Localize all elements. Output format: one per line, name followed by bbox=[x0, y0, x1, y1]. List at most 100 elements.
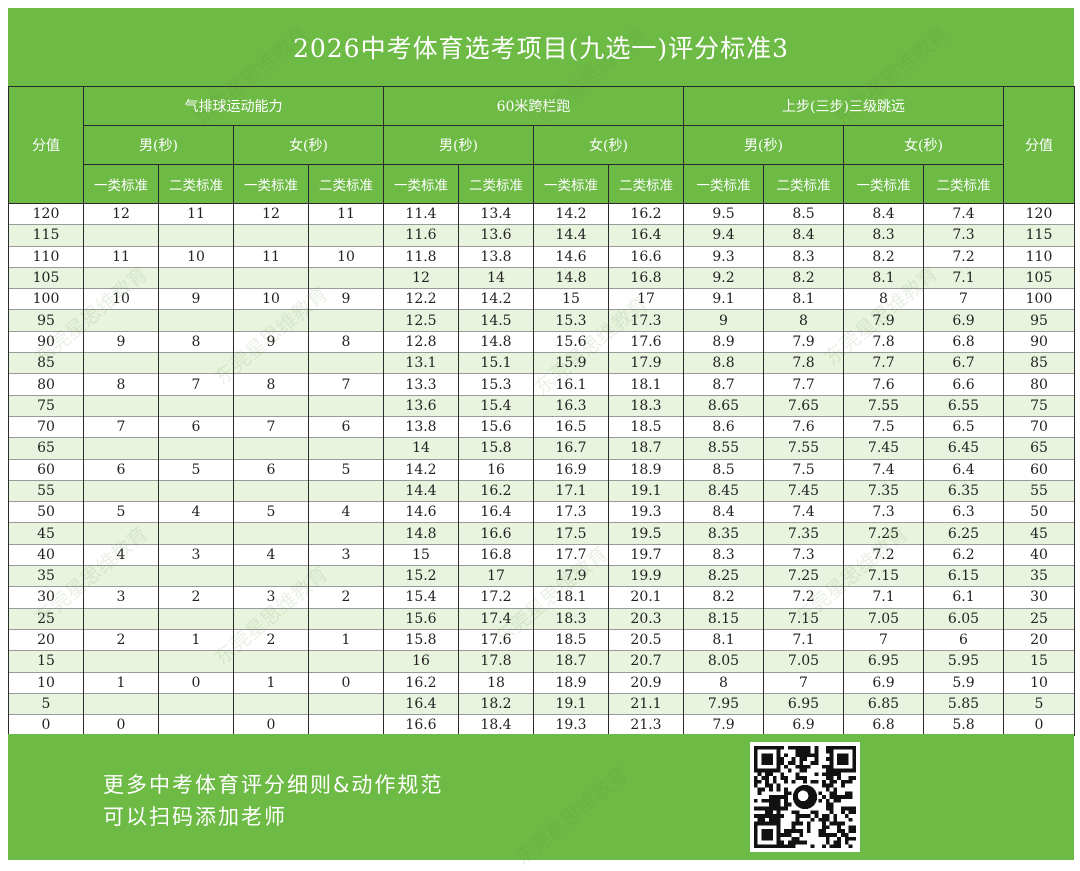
value-cell bbox=[233, 522, 309, 545]
value-cell: 7 bbox=[158, 373, 234, 396]
value-cell: 14.8 bbox=[533, 266, 609, 289]
value-cell: 14.4 bbox=[533, 224, 609, 247]
value-cell: 6.6 bbox=[923, 373, 1005, 396]
value-cell: 5 bbox=[308, 458, 384, 481]
qr-code[interactable] bbox=[750, 742, 860, 852]
value-cell: 19.1 bbox=[533, 692, 609, 715]
value-cell: 8.05 bbox=[683, 650, 765, 673]
value-cell bbox=[83, 479, 159, 502]
value-cell bbox=[233, 394, 309, 417]
score-cell: 30 bbox=[8, 586, 84, 609]
value-cell bbox=[308, 394, 384, 417]
value-cell: 14.2 bbox=[458, 288, 534, 310]
value-cell: 7.15 bbox=[763, 607, 845, 630]
value-cell: 14.6 bbox=[533, 245, 609, 268]
value-cell: 6.8 bbox=[923, 330, 1005, 353]
value-cell: 14.8 bbox=[458, 330, 534, 353]
value-cell: 7.35 bbox=[843, 479, 925, 502]
value-cell: 5.9 bbox=[923, 671, 1005, 694]
value-cell: 6 bbox=[83, 458, 159, 481]
table-row: 90 9 8 9 8 12.8 14.8 15.6 17.6 8.9 7.9 7.8 6.8 90 bbox=[8, 330, 1076, 353]
value-cell: 8.1 bbox=[683, 628, 765, 651]
table-row: 95 12.5 14.5 15.3 17.3 9 8 7.9 6.9 95 bbox=[8, 309, 1076, 332]
table-row: 35 15.2 17 17.9 19.9 8.25 7.25 7.15 6.15 35 bbox=[8, 565, 1076, 587]
value-cell bbox=[308, 437, 384, 460]
score-cell: 70 bbox=[1003, 415, 1076, 438]
standard-header: 一类标准 bbox=[383, 164, 459, 204]
value-cell: 13.4 bbox=[458, 202, 534, 225]
value-cell: 6.3 bbox=[923, 501, 1005, 523]
value-cell: 18.4 bbox=[458, 714, 534, 737]
value-cell: 7.9 bbox=[683, 714, 765, 737]
value-cell: 20.9 bbox=[607, 671, 685, 694]
value-cell: 10 bbox=[83, 288, 159, 310]
value-cell: 11.8 bbox=[383, 245, 459, 268]
value-cell: 4 bbox=[83, 543, 159, 566]
value-cell: 7.35 bbox=[763, 522, 845, 545]
value-cell: 6 bbox=[923, 628, 1005, 651]
value-cell: 13.1 bbox=[383, 352, 459, 374]
value-cell: 16.6 bbox=[458, 522, 534, 545]
score-cell: 60 bbox=[1003, 458, 1076, 481]
value-cell: 9.2 bbox=[683, 266, 765, 289]
value-cell: 8 bbox=[308, 330, 384, 353]
value-cell: 17.9 bbox=[533, 565, 609, 587]
value-cell: 14 bbox=[458, 266, 534, 289]
value-cell: 19.1 bbox=[607, 479, 685, 502]
value-cell: 16.6 bbox=[607, 245, 685, 268]
value-cell: 7.05 bbox=[843, 607, 925, 630]
value-cell: 6.05 bbox=[923, 607, 1005, 630]
value-cell: 16.6 bbox=[383, 714, 459, 737]
value-cell: 7.1 bbox=[763, 628, 845, 651]
value-cell: 8.5 bbox=[683, 458, 765, 481]
value-cell bbox=[158, 437, 234, 460]
value-cell: 7.6 bbox=[763, 415, 845, 438]
value-cell: 18.2 bbox=[458, 692, 534, 715]
value-cell bbox=[83, 650, 159, 673]
value-cell: 3 bbox=[308, 543, 384, 566]
value-cell: 16.2 bbox=[458, 479, 534, 502]
value-cell: 2 bbox=[83, 628, 159, 651]
value-cell: 15.8 bbox=[383, 628, 459, 651]
value-cell: 8.9 bbox=[683, 330, 765, 353]
value-cell: 6.95 bbox=[843, 650, 925, 673]
value-cell: 19.7 bbox=[607, 543, 685, 566]
value-cell: 19.3 bbox=[607, 501, 685, 523]
value-cell: 6.15 bbox=[923, 565, 1005, 587]
score-cell: 70 bbox=[8, 415, 84, 438]
score-cell: 105 bbox=[8, 266, 84, 289]
value-cell: 20.5 bbox=[607, 628, 685, 651]
table-row: 65 14 15.8 16.7 18.7 8.55 7.55 7.45 6.45 65 bbox=[8, 437, 1076, 460]
value-cell: 12 bbox=[383, 266, 459, 289]
value-cell: 6.85 bbox=[843, 692, 925, 715]
value-cell: 7.25 bbox=[763, 565, 845, 587]
value-cell bbox=[233, 266, 309, 289]
value-cell bbox=[308, 479, 384, 502]
value-cell: 1 bbox=[83, 671, 159, 694]
value-cell bbox=[158, 714, 234, 737]
standard-header: 一类标准 bbox=[683, 164, 765, 204]
table-row: 50 5 4 5 4 14.6 16.4 17.3 19.3 8.4 7.4 7.3 6.3 50 bbox=[8, 501, 1076, 523]
value-cell: 14.6 bbox=[383, 501, 459, 523]
score-cell: 5 bbox=[1003, 692, 1076, 715]
value-cell: 7.2 bbox=[843, 543, 925, 566]
value-cell: 9 bbox=[233, 330, 309, 353]
value-cell: 16.7 bbox=[533, 437, 609, 460]
value-cell: 7 bbox=[83, 415, 159, 438]
value-cell: 13.3 bbox=[383, 373, 459, 396]
standard-header: 一类标准 bbox=[843, 164, 925, 204]
value-cell: 15 bbox=[533, 288, 609, 310]
value-cell: 17.3 bbox=[533, 501, 609, 523]
score-cell: 115 bbox=[8, 224, 84, 247]
standard-header: 二类标准 bbox=[923, 164, 1005, 204]
value-cell: 7 bbox=[843, 628, 925, 651]
value-cell: 16.3 bbox=[533, 394, 609, 417]
score-cell: 0 bbox=[8, 714, 84, 737]
value-cell: 16 bbox=[383, 650, 459, 673]
value-cell: 8.3 bbox=[763, 245, 845, 268]
value-cell: 20.1 bbox=[607, 586, 685, 609]
value-cell: 13.8 bbox=[383, 415, 459, 438]
table-row: 20 2 1 2 1 15.8 17.6 18.5 20.5 8.1 7.1 7 6 20 bbox=[8, 628, 1076, 651]
value-cell: 11 bbox=[83, 245, 159, 268]
value-cell: 4 bbox=[158, 501, 234, 523]
